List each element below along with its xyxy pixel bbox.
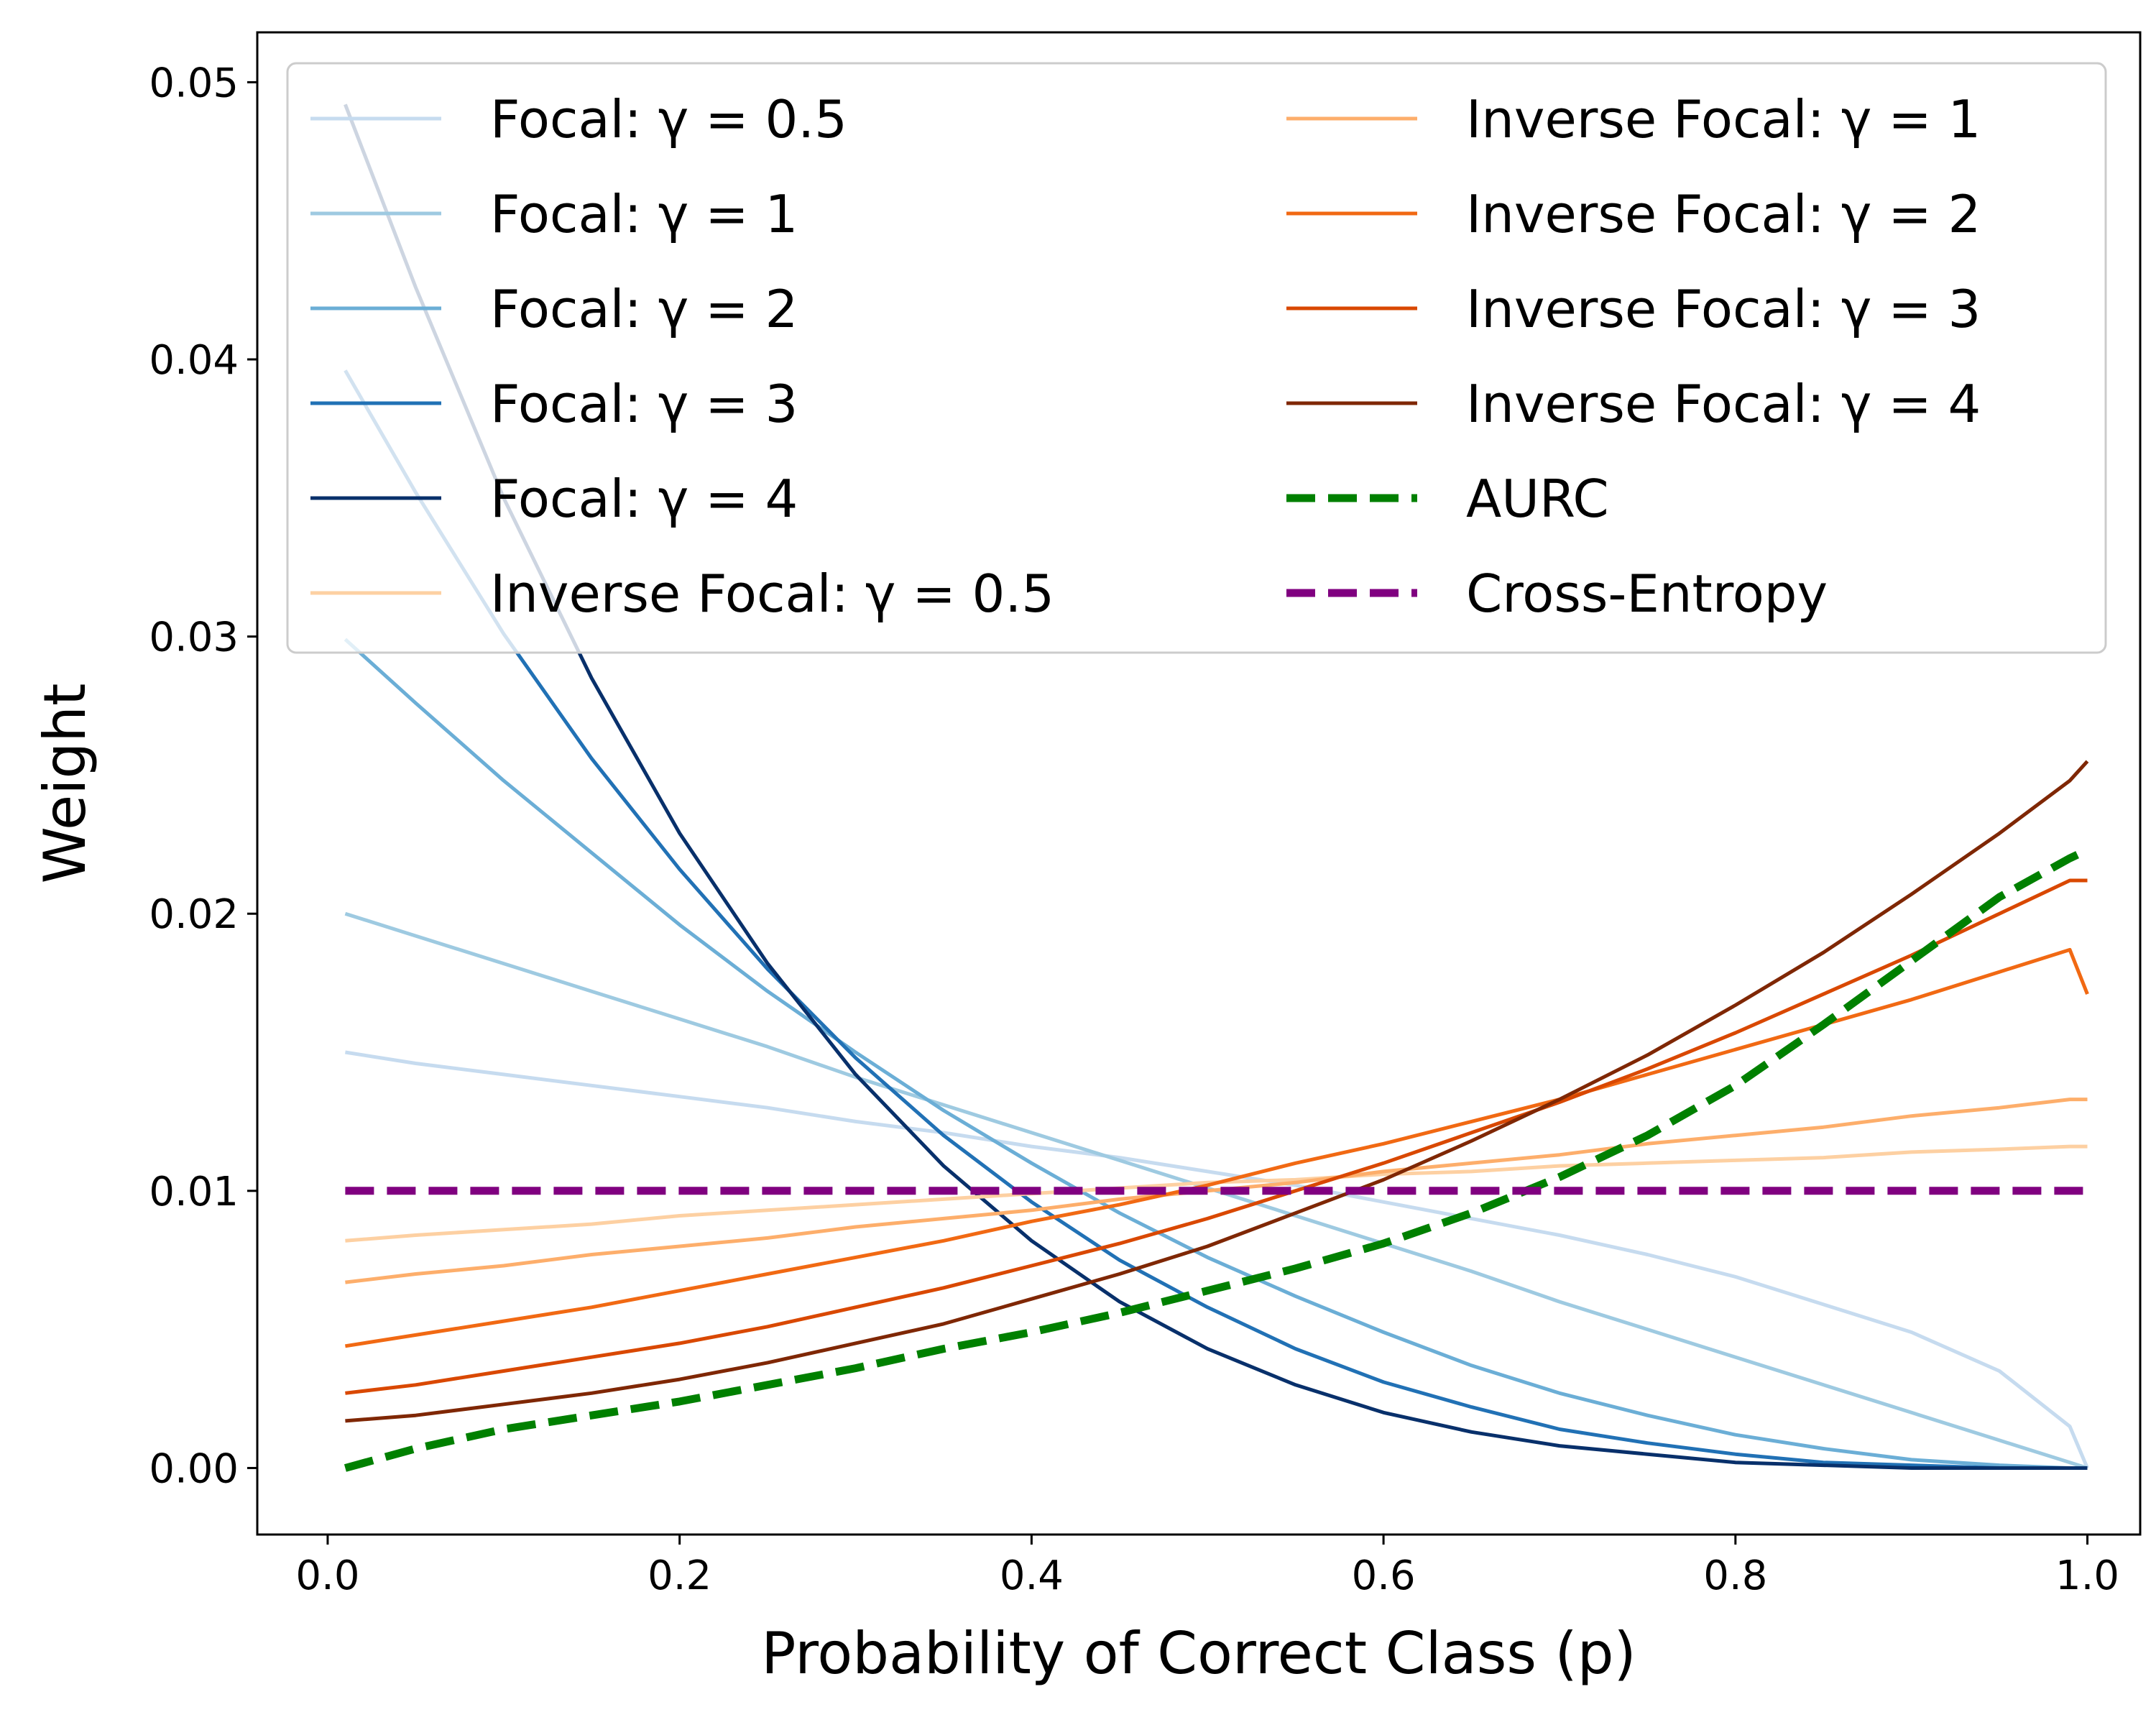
- legend-label-6: Inverse Focal: γ = 1: [1466, 89, 1981, 150]
- x-tick-label: 1.0: [2055, 1552, 2119, 1599]
- legend-label-11: Cross-Entropy: [1466, 564, 1828, 624]
- legend-label-10: AURC: [1466, 469, 1609, 529]
- y-tick-label: 0.01: [149, 1169, 239, 1215]
- series-line-0: [345, 1050, 2089, 1469]
- axis-ticks: 0.0 0.2 0.4 0.6 0.8 1.0 0.00 0.01 0.02 0.03 0.04 0.…: [149, 60, 2119, 1599]
- legend-frame: [286, 62, 2107, 654]
- y-tick-label: 0.05: [149, 60, 239, 106]
- legend-label-7: Inverse Focal: γ = 2: [1466, 184, 1981, 244]
- legend-label-3: Focal: γ = 3: [490, 374, 798, 434]
- series-line-7: [345, 947, 2089, 1348]
- series-line-5: [345, 1144, 2088, 1243]
- legend-label-5: Inverse Focal: γ = 0.5: [490, 564, 1054, 624]
- series-line-3: [344, 369, 2088, 1470]
- y-tick-label: 0.03: [149, 615, 239, 661]
- x-tick-label: 0.6: [1352, 1552, 1416, 1599]
- x-axis-title: Probability of Correct Class (p): [761, 1620, 1636, 1687]
- x-tick-label: 0.0: [295, 1552, 359, 1599]
- series-line-1: [344, 911, 2088, 1470]
- y-tick-label: 0.02: [149, 891, 239, 938]
- x-tick-label: 0.4: [1000, 1552, 1064, 1599]
- legend-label-9: Inverse Focal: γ = 4: [1466, 374, 1981, 434]
- series-line-9: [345, 760, 2089, 1423]
- series-line-8: [345, 878, 2088, 1395]
- y-tick-label: 0.00: [149, 1445, 239, 1492]
- legend-label-8: Inverse Focal: γ = 3: [1466, 279, 1981, 339]
- series-line-6: [345, 1098, 2088, 1284]
- x-tick-label: 0.2: [648, 1552, 711, 1599]
- legend-label-2: Focal: γ = 2: [490, 279, 798, 339]
- series-line-10: [344, 846, 2089, 1472]
- y-axis-title: Weight: [32, 684, 98, 884]
- legend-label-1: Focal: γ = 1: [490, 184, 798, 244]
- plot-frame: [256, 31, 2142, 1536]
- legend-label-4: Focal: γ = 4: [490, 469, 798, 529]
- series-line-4: [344, 104, 2088, 1470]
- y-tick-label: 0.04: [149, 337, 239, 384]
- x-tick-label: 0.8: [1703, 1552, 1767, 1599]
- legend-label-0: Focal: γ = 0.5: [490, 89, 847, 150]
- legend: Focal: γ = 0.5 Focal: γ = 1 Focal: γ = 2 Fo…: [286, 62, 2107, 654]
- series-lines: [344, 104, 2089, 1472]
